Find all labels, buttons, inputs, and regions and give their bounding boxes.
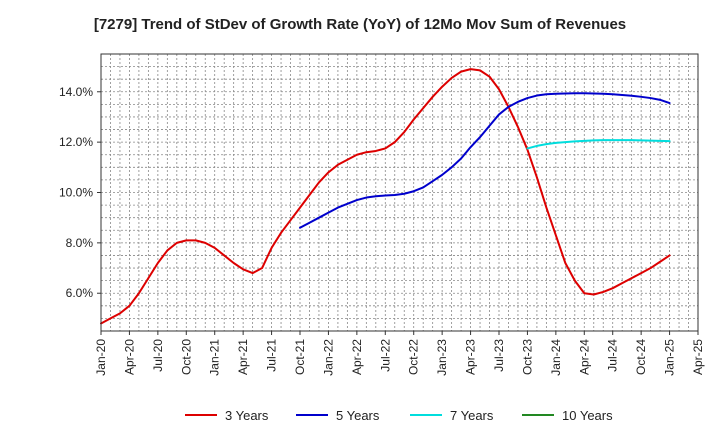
x-tick-label: Jan-24 — [549, 339, 563, 376]
x-tick-label: Oct-23 — [520, 339, 534, 375]
x-tick-label: Jan-21 — [208, 339, 222, 376]
x-tick-label: Apr-22 — [350, 339, 364, 375]
series-line-3 — [526, 139, 671, 150]
x-tick-label: Jan-23 — [435, 339, 449, 376]
series-lines — [100, 68, 671, 325]
y-tick-label: 10.0% — [59, 186, 93, 200]
y-axis-ticks: 6.0% 8.0% 10.0% 12.0% 14.0% — [59, 85, 101, 300]
x-tick-label: Apr-24 — [577, 339, 591, 375]
chart-title: [7279] Trend of StDev of Growth Rate (Yo… — [94, 16, 626, 33]
x-tick-label: Oct-22 — [407, 339, 421, 375]
legend: 3 Years 5 Years 7 Years 10 Years — [185, 408, 613, 423]
y-tick-label: 14.0% — [59, 85, 93, 99]
x-tick-label: Apr-23 — [464, 339, 478, 375]
x-tick-label: Apr-20 — [122, 339, 136, 375]
y-tick-label: 8.0% — [66, 236, 94, 250]
x-tick-label: Jul-23 — [492, 339, 506, 372]
gridlines — [101, 54, 698, 331]
series-line-2 — [299, 92, 671, 229]
legend-label-4: 10 Years — [562, 408, 613, 423]
y-tick-label: 6.0% — [66, 286, 94, 300]
x-tick-label: Jul-20 — [151, 339, 165, 372]
x-tick-label: Apr-25 — [691, 339, 705, 375]
x-tick-label: Jul-24 — [606, 339, 620, 372]
legend-label-3: 7 Years — [450, 408, 494, 423]
x-axis-ticks: Jan-20 Apr-20 Jul-20 Oct-20 Jan-21 Apr-21 Jul-… — [94, 331, 705, 376]
x-tick-label: Jul-22 — [378, 339, 392, 372]
x-tick-label: Jul-21 — [265, 339, 279, 372]
x-tick-label: Apr-21 — [236, 339, 250, 375]
x-tick-label: Jan-22 — [321, 339, 335, 376]
legend-label-2: 5 Years — [336, 408, 380, 423]
x-tick-label: Jan-25 — [663, 339, 677, 376]
y-tick-label: 12.0% — [59, 135, 93, 149]
x-tick-label: Oct-24 — [634, 339, 648, 375]
x-tick-label: Jan-20 — [94, 339, 108, 376]
series-line-1 — [100, 68, 671, 325]
x-tick-label: Oct-21 — [293, 339, 307, 375]
legend-label-1: 3 Years — [225, 408, 269, 423]
x-tick-label: Oct-20 — [179, 339, 193, 375]
